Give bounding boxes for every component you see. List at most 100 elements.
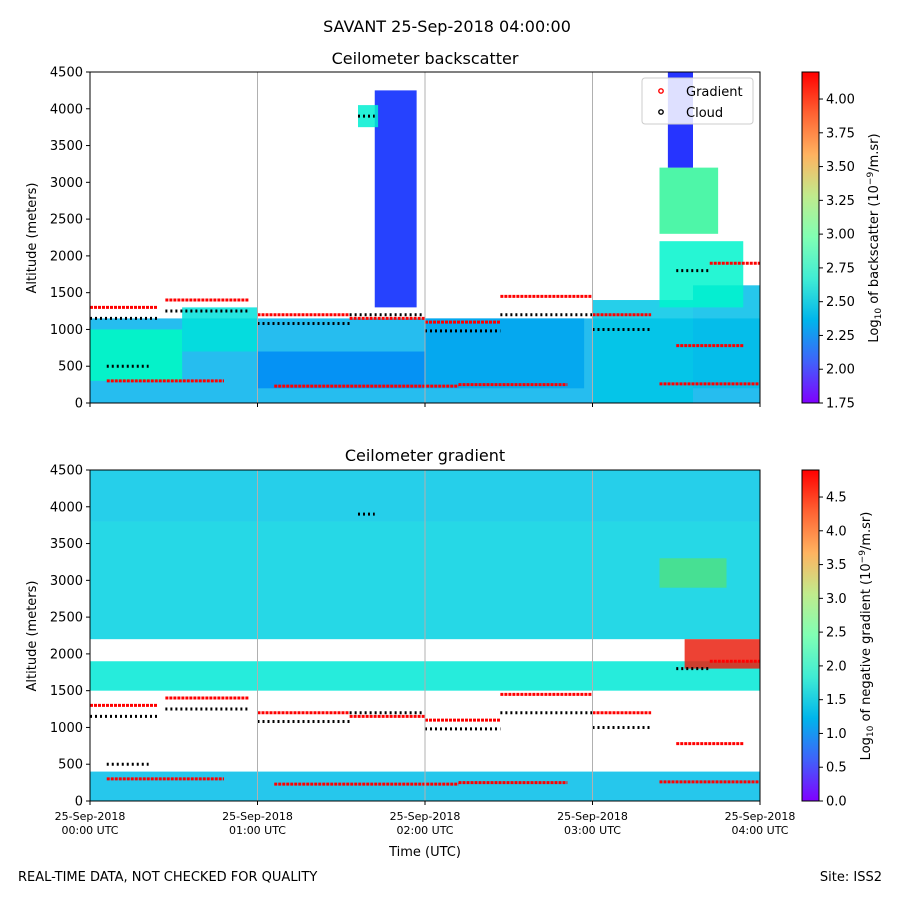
- backscatter-y-axis: 0 500 1000 1500 2000 2500 3000 3500 4000 4500: [50, 66, 90, 412]
- x-tick-label-time: 00:00 UTC: [61, 824, 118, 837]
- y-tick-label: 1000: [50, 721, 83, 736]
- colorbar-tick-label: 1.0: [826, 727, 847, 742]
- x-tick-label-date: 25-Sep-2018: [222, 810, 293, 823]
- backscatter-title: Ceilometer backscatter: [332, 49, 519, 68]
- cb0-label-end: /m.sr): [867, 133, 882, 171]
- y-tick-label: 500: [58, 360, 83, 375]
- figure-suptitle: SAVANT 25-Sep-2018 04:00:00: [323, 17, 571, 36]
- x-tick-label-time: 03:00 UTC: [564, 824, 621, 837]
- gradient-xlabel: Time (UTC): [388, 845, 461, 860]
- y-tick-label: 3000: [50, 574, 83, 589]
- colorbar-tick-label: 2.5: [826, 626, 847, 641]
- backscatter-panel: Ceilometer backscatter 0 500 1000 1500 2000 2…: [25, 49, 884, 412]
- footer-quality-note: REAL-TIME DATA, NOT CHECKED FOR QUALITY: [18, 870, 318, 885]
- cb1-label-end: /m.sr): [859, 512, 874, 550]
- cb1-label-main: Log: [859, 737, 874, 760]
- cb0-label-main: Log: [867, 319, 882, 342]
- heatmap-region: [659, 241, 744, 308]
- cb0-label-rest: of backscatter (10: [867, 185, 882, 308]
- gradient-gridlines: [257, 470, 593, 801]
- legend-gradient-marker: [658, 88, 664, 94]
- gradient-panel: Ceilometer gradient 0 500 1000 1500 2000 2500…: [25, 446, 876, 860]
- y-tick-label: 3500: [50, 537, 83, 552]
- x-tick-label-time: 01:00 UTC: [229, 824, 286, 837]
- heatmap-region: [90, 329, 183, 381]
- y-tick-label: 4500: [50, 66, 83, 81]
- backscatter-gridlines: [257, 72, 593, 403]
- gradient-colorbar: [801, 469, 820, 802]
- colorbar-tick-label: 4.5: [826, 491, 847, 506]
- gradient-ylabel: Altitude (meters): [25, 581, 40, 692]
- y-tick-label: 2500: [50, 213, 83, 228]
- heatmap-region: [182, 307, 258, 352]
- colorbar-tick-label: 4.0: [826, 524, 847, 539]
- y-tick-label: 2000: [50, 647, 83, 662]
- colorbar-tick-label: 2.00: [826, 363, 855, 378]
- colorbar-tick-label: 3.50: [826, 160, 855, 175]
- backscatter-x-axis: [89, 403, 761, 407]
- legend-cloud-label: Cloud: [686, 106, 723, 121]
- heatmap-region: [592, 300, 693, 403]
- colorbar-tick-label: 2.25: [826, 329, 855, 344]
- legend-gradient-label: Gradient: [686, 85, 743, 100]
- gradient-title: Ceilometer gradient: [345, 446, 505, 465]
- gradient-colorbar-label: Log10 of negative gradient (10−9/m.sr): [858, 512, 876, 761]
- backscatter-colorbar-label: Log10 of backscatter (10−9/m.sr): [866, 133, 884, 342]
- y-tick-label: 500: [58, 758, 83, 773]
- colorbar-tick-label: 3.5: [826, 558, 847, 573]
- x-tick-label-date: 25-Sep-2018: [55, 810, 126, 823]
- colorbar-tick-label: 2.0: [826, 659, 847, 674]
- cb0-label-sub: 10: [874, 308, 884, 320]
- heatmap-region: [425, 318, 585, 389]
- gradient-colorbar-ticks: 0.0 0.5 1.0 1.5 2.0 2.5 3.0 3.5 4.0 4.5: [819, 491, 847, 810]
- cb0-label-exp: −9: [866, 172, 876, 186]
- colorbar-tick-label: 2.75: [826, 261, 855, 276]
- colorbar-tick-label: 3.75: [826, 126, 855, 141]
- colorbar-tick-label: 0.5: [826, 761, 847, 776]
- cb1-label-rest: of negative gradient (10: [859, 563, 874, 725]
- y-tick-label: 4500: [50, 464, 83, 479]
- cb1-label-sub: 10: [866, 725, 876, 737]
- legend: Gradient Cloud: [641, 77, 754, 125]
- y-tick-label: 2000: [50, 249, 83, 264]
- x-tick-label-date: 25-Sep-2018: [725, 810, 796, 823]
- colorbar-tick-label: 3.00: [826, 228, 855, 243]
- backscatter-markers: [90, 114, 760, 388]
- x-tick-label-date: 25-Sep-2018: [390, 810, 461, 823]
- legend-box: [641, 77, 754, 125]
- colorbar-tick-label: 3.0: [826, 592, 847, 607]
- x-tick-label-time: 04:00 UTC: [731, 824, 788, 837]
- heatmap-region: [659, 558, 727, 588]
- heatmap-region: [374, 90, 417, 308]
- colorbar-tick-label: 2.50: [826, 295, 855, 310]
- gradient-y-axis: 0 500 1000 1500 2000 2500 3000 3500 4000 4500: [50, 464, 90, 810]
- x-tick-label-time: 02:00 UTC: [396, 824, 453, 837]
- heatmap-region: [257, 351, 425, 389]
- colorbar-tick-label: 3.25: [826, 194, 855, 209]
- legend-cloud-marker: [658, 109, 664, 115]
- y-tick-label: 0: [75, 795, 83, 810]
- y-tick-label: 0: [75, 397, 83, 412]
- footer-site: Site: ISS2: [819, 870, 882, 885]
- y-tick-label: 1500: [50, 684, 83, 699]
- heatmap-region: [659, 167, 719, 234]
- gradient-markers: [90, 512, 760, 786]
- colorbar-tick-label: 0.0: [826, 795, 847, 810]
- y-tick-label: 3000: [50, 176, 83, 191]
- y-tick-label: 2500: [50, 611, 83, 626]
- backscatter-colorbar: [801, 71, 820, 404]
- colorbar-tick-label: 1.5: [826, 693, 847, 708]
- backscatter-colorbar-ticks: 1.75 2.00 2.25 2.50 2.75 3.00 3.25 3.50 3.75 4.00: [819, 93, 855, 412]
- colorbar-tick-label: 1.75: [826, 397, 855, 412]
- heatmap-region: [684, 639, 760, 669]
- y-tick-label: 3500: [50, 139, 83, 154]
- cb1-label-exp: −9: [858, 550, 868, 564]
- x-tick-label-date: 25-Sep-2018: [557, 810, 628, 823]
- colorbar-tick-label: 4.00: [826, 93, 855, 108]
- y-tick-label: 4000: [50, 500, 83, 515]
- y-tick-label: 4000: [50, 102, 83, 117]
- y-tick-label: 1500: [50, 286, 83, 301]
- backscatter-ylabel: Altitude (meters): [25, 183, 40, 294]
